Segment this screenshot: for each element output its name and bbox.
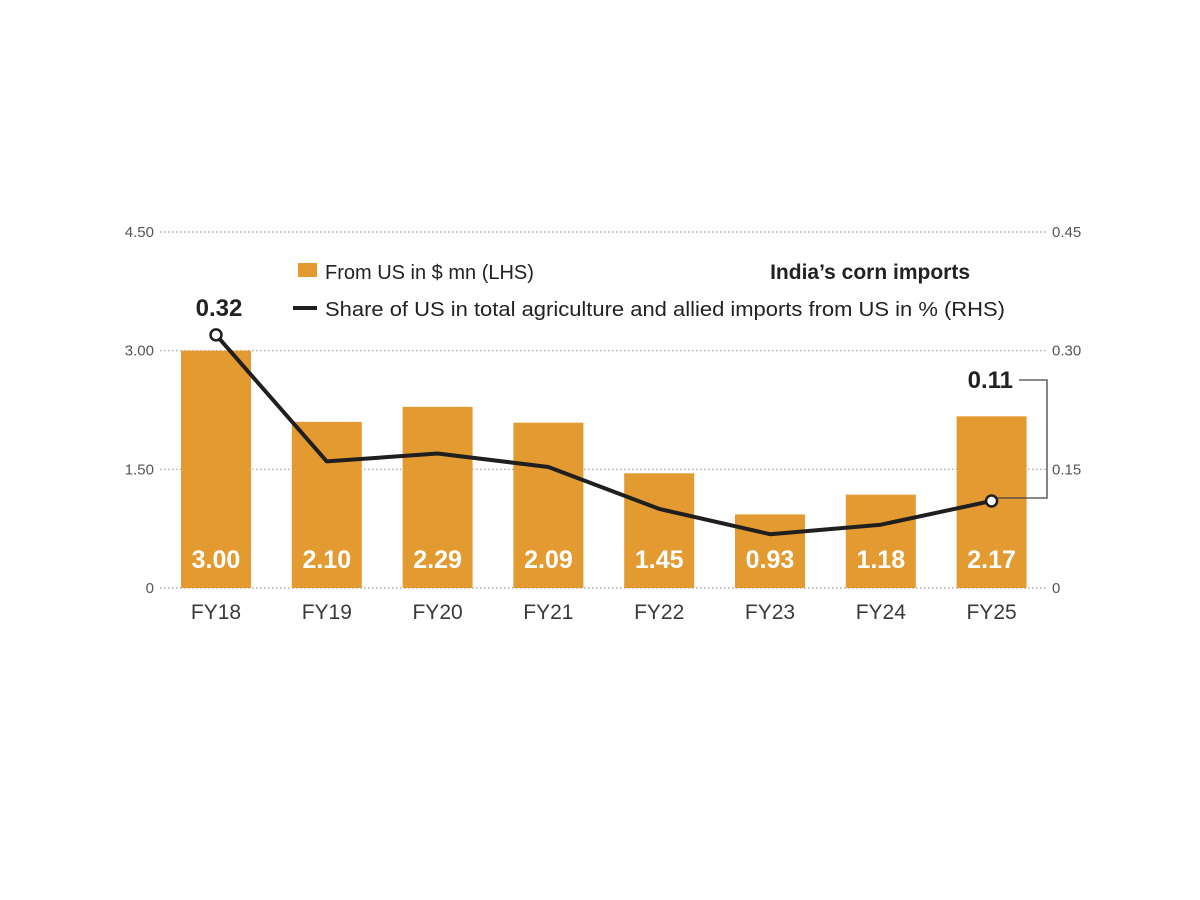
line-series [214, 332, 994, 537]
bar [845, 494, 916, 588]
x-tick-label: FY24 [856, 601, 907, 624]
bar-value-label: 0.93 [746, 546, 795, 574]
callout-leader [997, 379, 1048, 499]
callout-label: 0.11 [968, 367, 1013, 394]
legend-label-line: Share of US in total agriculture and all… [325, 299, 1005, 321]
chart-title: India’s corn imports [770, 261, 970, 284]
left-tick-label: 0 [146, 580, 154, 597]
bar [402, 406, 473, 588]
x-tick-label: FY20 [412, 601, 462, 624]
right-axis-ticks: 0 0.15 0.30 0.45 [1052, 224, 1081, 597]
bar-value-label: 3.00 [192, 546, 241, 574]
x-tick-label: FY22 [634, 601, 684, 624]
bar-value-label: 1.18 [856, 546, 905, 574]
legend-swatch-bar [298, 263, 317, 277]
right-tick-label: 0 [1052, 580, 1060, 597]
bar-value-label: 2.10 [302, 546, 351, 574]
series-line [214, 332, 994, 537]
bar-value-label: 2.09 [524, 546, 573, 574]
bar-value-label: 1.45 [635, 546, 684, 574]
bar-value-label: 2.17 [967, 546, 1016, 574]
x-tick-label: FY23 [745, 601, 795, 624]
bar [624, 473, 695, 588]
x-tick-label: FY21 [523, 601, 573, 624]
bar [291, 421, 362, 588]
bar [513, 422, 584, 588]
x-tick-label: FY18 [191, 601, 241, 624]
left-tick-label: 1.50 [125, 461, 154, 478]
bar-value-label: 2.29 [413, 546, 462, 574]
callout-marker [984, 494, 999, 508]
bar-series [181, 350, 1027, 588]
x-axis-ticks: FY18 FY19 FY20 FY21 FY22 FY23 FY24 FY25 [191, 601, 1017, 624]
legend: From US in $ mn (LHS) Share of US in tot… [293, 262, 1005, 321]
right-tick-label: 0.30 [1052, 343, 1081, 360]
callout-label: 0.32 [196, 295, 243, 322]
bar [735, 514, 805, 588]
callout-marker [209, 328, 223, 342]
x-tick-label: FY19 [302, 601, 352, 624]
callouts: 0.32 0.11 [196, 295, 1048, 508]
left-axis-ticks: 0 1.50 3.00 4.50 [125, 224, 154, 597]
bar-value-labels: 3.00 2.10 2.29 2.09 1.45 0.93 1.18 2.17 [192, 546, 1016, 574]
right-tick-label: 0.45 [1052, 224, 1081, 241]
left-tick-label: 3.00 [125, 343, 154, 360]
x-tick-label: FY25 [966, 601, 1016, 624]
right-tick-label: 0.15 [1052, 461, 1081, 478]
left-tick-label: 4.50 [125, 224, 154, 241]
bar [181, 350, 251, 588]
legend-label-bar: From US in $ mn (LHS) [325, 262, 534, 284]
